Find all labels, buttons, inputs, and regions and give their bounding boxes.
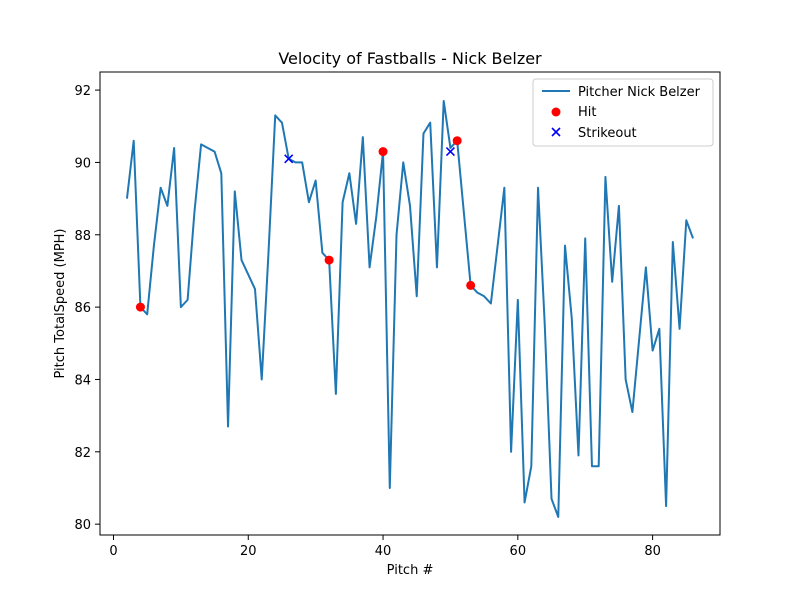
y-tick-label: 84	[74, 373, 91, 388]
x-tick-label: 0	[109, 544, 117, 559]
x-axis-ticks: 0 20 40 60 80	[109, 535, 661, 559]
strikeout-point	[284, 154, 294, 164]
strikeout-point	[445, 147, 456, 157]
hit-point	[466, 280, 476, 290]
x-tick-label: 40	[375, 544, 392, 559]
legend-hit-marker	[551, 107, 561, 117]
y-tick-label: 88	[74, 229, 91, 244]
legend: Pitcher Nick Belzer Hit Strikeout	[532, 78, 714, 147]
x-tick-label: 20	[240, 544, 257, 559]
y-tick-label: 92	[74, 84, 91, 99]
y-tick-label: 82	[74, 446, 91, 461]
y-tick-label: 86	[74, 301, 91, 316]
y-axis-label: Pitch TotalSpeed (MPH)	[53, 228, 68, 378]
legend-label-strikeout: Strikeout	[578, 126, 637, 141]
plot-content	[125, 99, 694, 518]
y-axis-ticks: 80 82 84 86 88 90 92	[74, 84, 100, 533]
chart-title: Velocity of Fastballs - Nick Belzer	[278, 49, 542, 68]
x-axis-label: Pitch #	[387, 563, 434, 578]
plot-frame	[99, 71, 721, 536]
legend-label-pitcher: Pitcher Nick Belzer	[578, 85, 701, 100]
legend-label-hit: Hit	[578, 105, 596, 120]
x-tick-label: 60	[510, 544, 527, 559]
series-line-pitcher	[125, 99, 694, 518]
hit-point	[135, 302, 145, 312]
legend-strikeout-marker	[551, 127, 561, 137]
y-tick-label: 90	[74, 156, 91, 171]
x-tick-label: 80	[644, 544, 661, 559]
hit-point	[378, 147, 388, 157]
y-tick-label: 80	[74, 518, 91, 533]
hit-point	[324, 255, 334, 265]
hit-point	[452, 136, 462, 146]
legend-box	[532, 78, 714, 147]
